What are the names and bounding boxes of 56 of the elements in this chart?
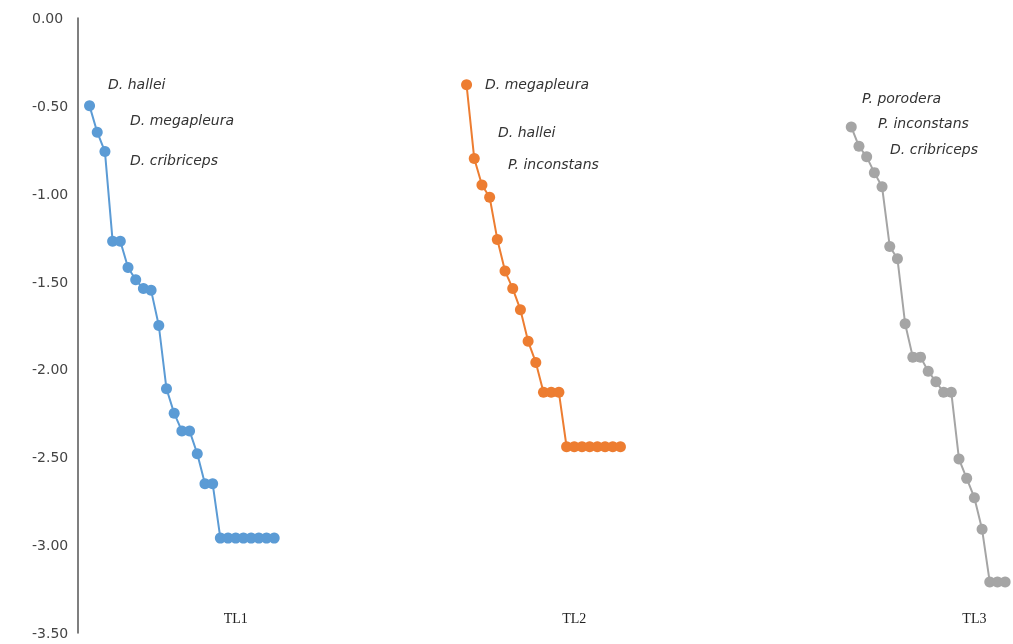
point <box>891 253 903 265</box>
point <box>976 523 988 535</box>
point <box>484 191 496 203</box>
point <box>153 320 165 331</box>
annotation: D. hallei <box>498 124 556 140</box>
point <box>953 453 965 465</box>
point <box>530 356 542 368</box>
point <box>961 472 973 484</box>
point <box>861 151 873 163</box>
point <box>876 181 888 193</box>
annotation: D. cribriceps <box>890 141 979 157</box>
point <box>91 126 103 138</box>
point <box>145 284 157 296</box>
y-tick-label: -2.50 <box>32 449 69 466</box>
point <box>468 153 480 165</box>
y-tick-label: -1.50 <box>32 273 69 290</box>
point <box>507 283 519 295</box>
point <box>207 478 219 490</box>
point <box>845 121 857 133</box>
annotation: P. porodera <box>862 90 942 106</box>
point <box>168 407 180 419</box>
annotation: D. megapleura <box>485 76 589 92</box>
y-tick-label: -0.50 <box>32 97 69 114</box>
point <box>853 140 865 152</box>
point <box>514 304 526 316</box>
point <box>122 262 134 274</box>
x-tick-label: TL3 <box>962 610 987 626</box>
y-tick-label: -3.00 <box>32 537 69 554</box>
y-tick-label: -3.50 <box>32 625 69 641</box>
annotation: D. hallei <box>108 76 166 92</box>
annotation: P. inconstans <box>878 115 969 131</box>
point <box>915 351 927 363</box>
annotation: D. megapleura <box>130 112 234 128</box>
point <box>884 240 896 252</box>
x-tick-label: TL2 <box>562 610 587 626</box>
x-tick-label: TL1 <box>223 610 248 626</box>
point <box>522 335 534 347</box>
point <box>899 318 911 330</box>
point <box>84 100 96 112</box>
annotation: P. inconstans <box>508 156 599 172</box>
point <box>968 492 980 504</box>
point <box>99 146 111 158</box>
point <box>191 448 203 460</box>
point <box>476 179 488 191</box>
point <box>160 383 172 395</box>
y-tick-label: 0.00 <box>32 10 64 26</box>
y-tick-label: -2.00 <box>32 361 69 378</box>
y-tick-label: -1.00 <box>32 185 69 202</box>
point <box>868 167 880 179</box>
point <box>130 274 142 286</box>
point <box>491 233 503 245</box>
point <box>461 79 473 91</box>
point <box>922 365 934 377</box>
point <box>930 376 942 388</box>
annotation: D. cribriceps <box>130 152 219 168</box>
point <box>499 265 511 277</box>
